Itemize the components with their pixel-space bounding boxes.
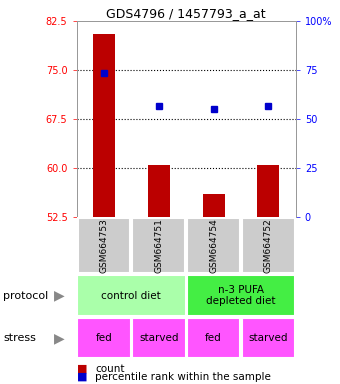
Text: ▶: ▶ <box>54 331 65 345</box>
Bar <box>257 165 279 217</box>
Text: GSM664754: GSM664754 <box>209 218 218 273</box>
Bar <box>242 218 295 273</box>
Text: starved: starved <box>139 333 179 343</box>
Text: count: count <box>95 364 125 374</box>
Bar <box>187 275 295 316</box>
Bar <box>77 318 131 358</box>
Text: ▶: ▶ <box>54 289 65 303</box>
Text: n-3 PUFA
depleted diet: n-3 PUFA depleted diet <box>206 285 276 306</box>
Bar <box>203 194 224 217</box>
Text: fed: fed <box>205 333 222 343</box>
Bar <box>241 318 295 358</box>
Bar <box>148 165 170 217</box>
Text: GSM664751: GSM664751 <box>154 218 163 273</box>
Bar <box>132 218 185 273</box>
Title: GDS4796 / 1457793_a_at: GDS4796 / 1457793_a_at <box>106 7 266 20</box>
Text: percentile rank within the sample: percentile rank within the sample <box>95 372 271 382</box>
Text: GSM664752: GSM664752 <box>264 218 273 273</box>
Text: ■: ■ <box>76 364 87 374</box>
Bar <box>187 218 240 273</box>
Bar <box>132 318 186 358</box>
Text: GSM664753: GSM664753 <box>99 218 108 273</box>
Text: stress: stress <box>3 333 36 343</box>
Text: ■: ■ <box>76 372 87 382</box>
Text: starved: starved <box>249 333 288 343</box>
Bar <box>93 34 115 217</box>
Bar <box>77 275 186 316</box>
Text: fed: fed <box>96 333 112 343</box>
Bar <box>78 218 130 273</box>
Bar <box>187 318 240 358</box>
Text: protocol: protocol <box>3 291 49 301</box>
Text: control diet: control diet <box>101 291 161 301</box>
